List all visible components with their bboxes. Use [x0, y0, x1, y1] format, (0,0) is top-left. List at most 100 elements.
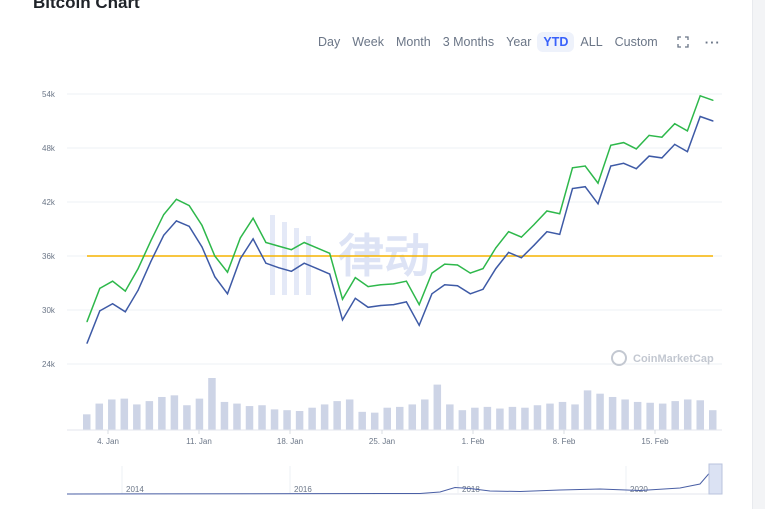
volume-bars [83, 378, 717, 430]
market-cap-point [175, 198, 178, 200]
price-point [405, 301, 407, 303]
market-cap-point [507, 231, 510, 233]
x-tick-label: 11. Jan [186, 437, 212, 446]
volume-bar [245, 406, 254, 430]
market-cap-point [201, 224, 203, 226]
price-point [431, 293, 433, 295]
x-tick-label: 1. Feb [462, 437, 485, 446]
market-cap-point [622, 142, 625, 144]
market-cap-point [252, 217, 254, 219]
price-point [456, 285, 459, 287]
market-cap-point [469, 272, 471, 274]
coinmarketcap-logo-icon [611, 350, 627, 366]
price-point [175, 220, 178, 222]
market-cap-point [354, 277, 356, 279]
y-axis: 54k 48k 42k 36k 30k 24k [42, 90, 56, 369]
x-tick-label: 18. Jan [277, 437, 303, 446]
market-cap-point [635, 148, 637, 150]
volume-bar [133, 404, 141, 430]
price-point [674, 143, 676, 145]
more-icon[interactable]: ··· [704, 34, 721, 50]
page-title: Bitcoin Chart [33, 0, 140, 12]
market-cap-point [686, 130, 689, 132]
market-cap-point [712, 99, 714, 101]
volume-bar [333, 401, 341, 430]
scrollbar-track[interactable] [752, 0, 765, 509]
volume-bar [258, 405, 266, 430]
market-cap-point [150, 240, 152, 242]
volume-bar [496, 408, 504, 430]
market-cap-point [341, 298, 344, 300]
volume-bar [120, 398, 129, 430]
volume-bar [546, 403, 554, 430]
coinmarketcap-label: CoinMarketCap [633, 353, 714, 365]
navigator-year-label: 2020 [630, 485, 648, 494]
volume-bar [283, 410, 291, 430]
volume-bar [671, 401, 679, 430]
range-ytd-button[interactable]: YTD [537, 32, 575, 52]
volume-bar [596, 393, 604, 430]
price-point [367, 306, 369, 308]
market-cap-point [661, 136, 663, 138]
volume-bar [683, 399, 692, 430]
market-cap-point [495, 247, 497, 249]
fullscreen-icon[interactable] [672, 31, 694, 53]
market-cap-point [610, 144, 612, 146]
market-cap-point [188, 205, 190, 207]
price-point [546, 231, 548, 233]
x-axis: 4. Jan 11. Jan 18. Jan 25. Jan 1. Feb 8. Feb 1… [97, 430, 669, 446]
market-cap-point [674, 123, 676, 125]
navigator[interactable]: 2014 2016 2018 2020 [66, 463, 723, 495]
price-point [533, 244, 535, 246]
price-point [584, 186, 586, 188]
market-cap-point [533, 223, 535, 226]
market-cap-point [278, 245, 280, 247]
y-tick-label: 30k [42, 306, 56, 315]
range-custom-button[interactable]: Custom [614, 35, 658, 49]
navigator-line [66, 465, 721, 495]
range-3months-button[interactable]: 3 Months [442, 35, 495, 49]
price-point [150, 260, 152, 262]
price-point [597, 203, 599, 205]
volume-bar [370, 412, 379, 430]
volume-bar [308, 407, 316, 430]
volume-bar [208, 378, 216, 430]
navigator-year-label: 2016 [294, 485, 312, 494]
price-line [86, 115, 714, 344]
volume-bar [170, 395, 179, 430]
price-point [226, 293, 229, 295]
market-cap-point [111, 280, 114, 282]
price-point [252, 238, 254, 240]
x-tick-label: 15. Feb [641, 437, 669, 446]
volume-bar [458, 410, 467, 430]
price-point [188, 225, 190, 227]
market-cap-line [86, 94, 714, 322]
volume-bar [220, 401, 229, 430]
volume-bar [95, 403, 104, 430]
range-all-button[interactable]: ALL [580, 35, 603, 49]
price-point [559, 233, 561, 235]
market-cap-point [597, 182, 599, 184]
price-point [380, 304, 382, 307]
volume-bar [408, 404, 417, 430]
y-tick-label: 54k [42, 90, 56, 99]
volume-bar [583, 390, 592, 430]
range-day-button[interactable]: Day [318, 35, 341, 49]
range-year-button[interactable]: Year [506, 35, 532, 49]
volume-bar [83, 414, 91, 430]
market-cap-point [431, 272, 433, 274]
range-week-button[interactable]: Week [352, 35, 384, 49]
fullscreen-icon-glyph [677, 36, 689, 48]
volume-bar [471, 407, 479, 430]
market-cap-point [699, 95, 701, 97]
price-point [686, 151, 689, 153]
range-selector: Day Week Month 3 Months Year YTD ALL Cus… [312, 30, 724, 54]
price-point [444, 284, 446, 286]
volume-bar [320, 404, 329, 430]
market-cap-point [99, 287, 101, 289]
range-month-button[interactable]: Month [395, 35, 431, 49]
market-cap-point [367, 286, 369, 288]
volume-bar [433, 384, 442, 430]
navigator-range-handle[interactable] [708, 463, 723, 495]
volume-bar [633, 401, 642, 430]
